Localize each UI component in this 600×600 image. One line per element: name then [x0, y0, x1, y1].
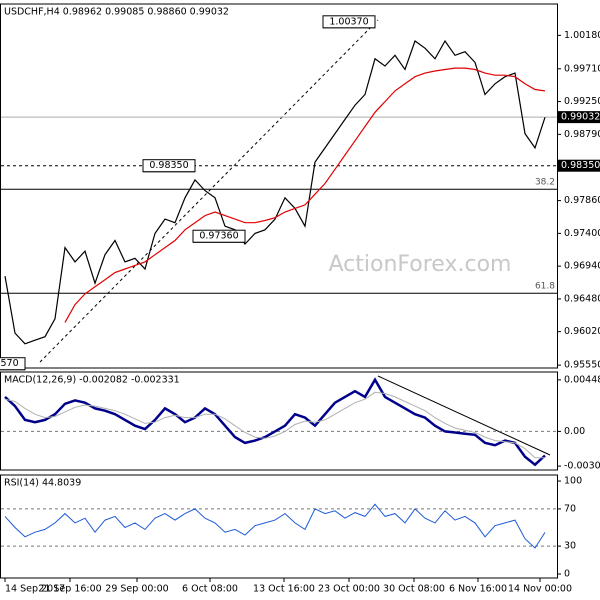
- annotation-box: [322, 15, 376, 29]
- y-tick-label: 100: [564, 476, 582, 487]
- annotation-box: [0, 357, 26, 371]
- x-tick-label: 21 Sep 16:00: [38, 584, 101, 595]
- annotation-box: [192, 229, 246, 243]
- trend-diagonal: [39, 19, 379, 363]
- x-tick-label: 23 Oct 00:00: [318, 584, 380, 595]
- price-box: [558, 159, 600, 172]
- fib-label: 61.8: [535, 282, 555, 292]
- y-tick-label: 0.97860: [564, 195, 600, 206]
- x-tick-label: 29 Sep 00:00: [105, 584, 168, 595]
- x-tick-label: 14 Nov 00:00: [508, 584, 572, 595]
- annotation-box: [142, 159, 196, 173]
- pane-frame: [0, 3, 558, 369]
- pane-title: MACD(12,26,9) -0.002082 -0.002331: [4, 375, 180, 386]
- y-tick-label: 70: [564, 503, 576, 514]
- pane-title: RSI(14) 44.8039: [4, 478, 81, 489]
- annotation-label: 1.00370: [329, 16, 368, 27]
- y-tick-label: 0.98790: [564, 129, 600, 140]
- pane-title: USDCHF,H4 0.98962 0.99085 0.98860 0.9903…: [4, 7, 229, 18]
- y-tick-label: 0: [564, 569, 570, 580]
- x-tick-label: 6 Nov 16:00: [449, 584, 507, 595]
- y-tick-label: 0.97400: [564, 228, 600, 239]
- y-tick-label: 0.00: [564, 426, 585, 437]
- annotation-label: 0.95570: [0, 358, 19, 369]
- y-tick-label: 0.96480: [564, 293, 600, 304]
- y-tick-label: 1.00180: [564, 30, 600, 41]
- series-line: [4, 377, 546, 467]
- y-tick-label: 0.99250: [564, 96, 600, 107]
- y-tick-label: 30: [564, 541, 576, 552]
- y-tick-label: 0.95550: [564, 360, 600, 371]
- y-tick-label: 0.99710: [564, 63, 600, 74]
- y-tick-label: 0.96020: [564, 326, 600, 337]
- series-line: [64, 67, 546, 323]
- annotation-label: 0.98350: [149, 160, 188, 171]
- x-tick-label: 30 Oct 08:00: [383, 584, 445, 595]
- price-label: 0.99032: [561, 112, 600, 123]
- series-line: [4, 39, 546, 345]
- y-tick-label: 0.96940: [564, 261, 600, 272]
- watermark: ActionForex.com: [329, 252, 512, 277]
- pane-frame: [0, 371, 558, 471]
- pane-frame: [0, 474, 558, 579]
- annotation-label: 0.97360: [199, 231, 238, 242]
- y-tick-label: 0.004485: [564, 374, 600, 385]
- macd-trendline: [377, 375, 551, 456]
- price-label: 0.98350: [561, 160, 600, 171]
- x-tick-label: 13 Oct 16:00: [253, 584, 315, 595]
- fib-label: 38.2: [535, 178, 555, 188]
- x-tick-label: 14 Sep 2017: [5, 584, 65, 595]
- series-line: [4, 503, 546, 549]
- x-tick-label: 6 Oct 08:00: [182, 584, 238, 595]
- y-tick-label: -0.003018: [564, 461, 600, 472]
- series-line: [4, 391, 545, 459]
- price-box: [558, 111, 600, 124]
